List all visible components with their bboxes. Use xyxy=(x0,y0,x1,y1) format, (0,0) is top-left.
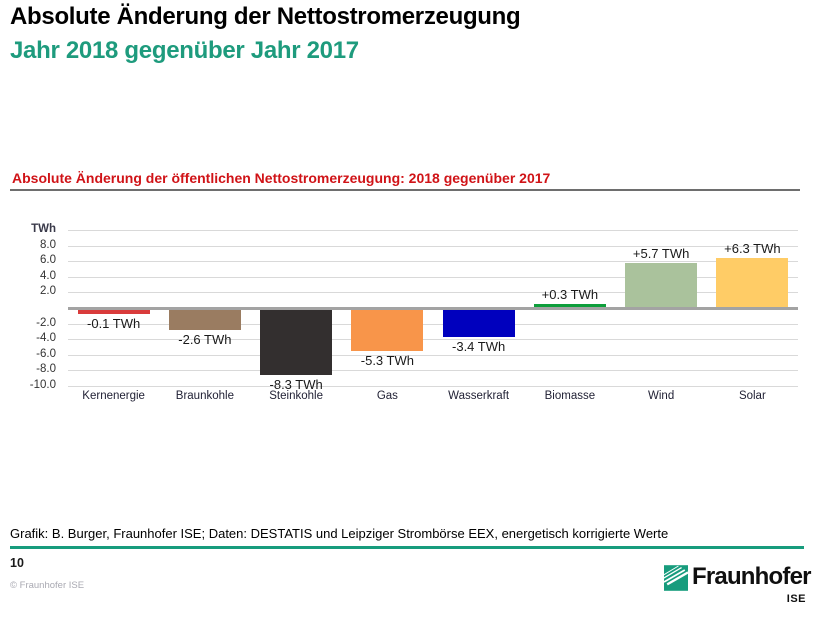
bar-chart: TWh 8.0 6.0 4.0 2.0 -2.0 -4.0 -6.0 -8.0 -10.0 -0.1… xyxy=(0,222,814,407)
fraunhofer-wordmark: Fraunhofer xyxy=(692,563,811,590)
gridline xyxy=(68,230,798,231)
bar-value-label: -0.1 TWh xyxy=(87,315,141,331)
gridline xyxy=(68,339,798,341)
bar-gas xyxy=(351,310,424,352)
bar-value-label: -2.6 TWh xyxy=(178,332,232,348)
x-axis-label: Wind xyxy=(648,390,675,402)
y-axis-tick-label: 2.0 xyxy=(40,285,56,298)
y-axis-tick-label: 6.0 xyxy=(40,254,56,267)
gridline xyxy=(68,370,798,372)
page-number: 10 xyxy=(10,556,24,570)
bar-value-label: -8.3 TWh xyxy=(269,376,323,392)
fraunhofer-logo-icon xyxy=(664,565,688,591)
bar-value-label: +0.3 TWh xyxy=(541,286,599,302)
x-axis-label: Steinkohle xyxy=(269,390,323,402)
bar-wasserkraft xyxy=(442,310,515,337)
gridline xyxy=(68,323,798,325)
bar-value-label: -5.3 TWh xyxy=(360,353,414,369)
y-axis-tick-label: -10.0 xyxy=(29,379,56,391)
gridline xyxy=(68,276,798,278)
y-axis-tick-label: -8.0 xyxy=(36,363,56,376)
bar-value-label: +6.3 TWh xyxy=(724,240,781,256)
x-axis-label: Kernenergie xyxy=(82,390,145,402)
gridline xyxy=(68,386,798,387)
gridline xyxy=(68,354,798,356)
gridline xyxy=(68,245,798,247)
page-subtitle: Jahr 2018 gegenüber Jahr 2017 xyxy=(10,37,359,64)
x-axis-label: Biomasse xyxy=(544,390,596,402)
y-axis-tick-label: -2.0 xyxy=(36,316,56,329)
bar-wind xyxy=(625,262,698,307)
footer-rule xyxy=(10,546,804,549)
fraunhofer-institute-label: ISE xyxy=(786,593,806,605)
bar-braunkohle xyxy=(168,310,241,331)
x-axis-label: Wasserkraft xyxy=(448,390,510,402)
caption-rule xyxy=(10,189,800,191)
y-axis-tick-label: 8.0 xyxy=(40,238,56,251)
x-axis-label: Gas xyxy=(376,390,398,402)
bar-steinkohle xyxy=(260,310,333,375)
gridline xyxy=(68,261,798,263)
gridline xyxy=(68,292,798,294)
footer-source: Grafik: B. Burger, Fraunhofer ISE; Daten… xyxy=(10,526,669,541)
bar-solar xyxy=(716,257,789,307)
bar-value-label: -3.4 TWh xyxy=(452,338,506,354)
fraunhofer-logo: Fraunhofer ISE xyxy=(664,563,811,611)
y-axis-tick-label: -6.0 xyxy=(36,347,56,360)
bar-biomasse xyxy=(533,303,606,307)
page-title: Absolute Änderung der Nettostromerzeugun… xyxy=(10,3,521,30)
y-axis-tick-label: TWh xyxy=(31,223,56,235)
y-axis-tick-label: 4.0 xyxy=(40,269,56,282)
x-axis-label: Braunkohle xyxy=(175,390,234,402)
copyright: © Fraunhofer ISE xyxy=(10,580,85,591)
bar-value-label: +5.7 TWh xyxy=(632,245,690,261)
bar-kernenergie xyxy=(77,310,150,314)
zero-line xyxy=(68,307,798,310)
chart-caption: Absolute Änderung der öffentlichen Netto… xyxy=(12,170,551,186)
y-axis-tick-label: -4.0 xyxy=(36,332,56,345)
x-axis-label: Solar xyxy=(738,390,766,402)
